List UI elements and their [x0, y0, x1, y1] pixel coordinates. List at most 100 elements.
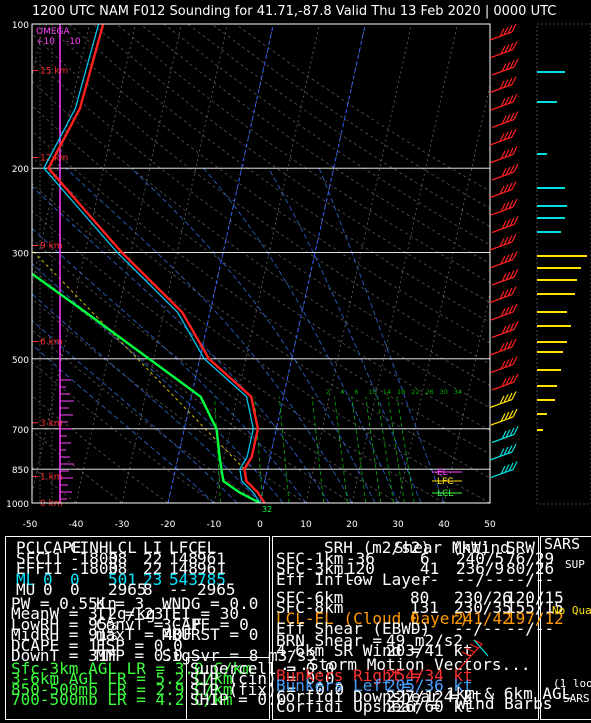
mixing-ratio-label: 26 [425, 388, 433, 396]
wind-barb-flag [469, 643, 479, 649]
wind-barb-flag [499, 395, 505, 405]
kinematic-cell: 155/15 [506, 598, 564, 618]
parcel-table-cell: 11 [43, 549, 63, 568]
grid-lines [32, 24, 490, 503]
wind-barb-flag [509, 427, 515, 437]
parcel-table-cell: ML [16, 569, 36, 589]
wind-barb-flag [507, 235, 513, 244]
wind-barb-flag [499, 290, 505, 300]
wind-barbs [489, 23, 519, 479]
height-label: 9 km [40, 241, 63, 251]
parcel-table-header: LI [143, 538, 163, 557]
wind-barb-flag [512, 251, 518, 260]
moist-adiabat [65, 167, 353, 503]
moist-adiabat [32, 262, 284, 503]
wind-barb-flag [499, 448, 505, 457]
sars-loose: (1 loos [553, 677, 591, 690]
lapse-rate: 850-500mb LR = 2.9 C/km [11, 679, 233, 699]
wind-barb-flag [499, 343, 505, 352]
parcel-table-cell: 148 [169, 549, 198, 568]
thermo-index: K = 3 [96, 594, 145, 613]
wind-barb-flag [508, 42, 514, 52]
kinematic-cell: LCL-EL (Cloud Layer) [276, 608, 469, 628]
wind-barb-flag [503, 341, 509, 351]
mixing-ratio-line [377, 396, 394, 503]
parcel-table-header: LFC [169, 538, 198, 557]
wind-barb-flag [509, 375, 515, 384]
parcel-table-cell: -1800 [70, 559, 119, 579]
dry-adiabat [235, 24, 490, 192]
parcel-table-cell: -- [169, 580, 189, 600]
sars-panel [540, 536, 591, 720]
parcel-table-cell: 961 [197, 549, 226, 568]
wind-barb-flag [513, 426, 519, 435]
mixing-ratio-line [387, 396, 405, 503]
wind-barb-flag [501, 168, 507, 177]
dry-adiabat [32, 268, 353, 503]
wind-barb-flag [508, 252, 514, 262]
mixing-ratio-line [311, 396, 325, 503]
thermo-index: MMP = 0.0 [96, 646, 183, 665]
mixing-ratio-label: 6 [354, 388, 358, 396]
sr-wind-label: 4-6km SR Wind = [276, 641, 421, 660]
parcel-table-cell: 38 [108, 549, 128, 568]
omega-label: OMEGA [36, 27, 71, 37]
temperature-tick-label: 10 [300, 520, 312, 530]
wind-barb-flag [501, 325, 507, 335]
wind-barb-flag [500, 360, 506, 370]
parcel-table-cell: 0 [43, 580, 53, 600]
temperature-tick-label: 0 [257, 520, 263, 530]
thermo-index: SigSvr = 8 m3/s3 [162, 646, 317, 665]
storm-vector-value: 226/60 kt [386, 697, 473, 717]
temperature-trace [47, 24, 266, 503]
wind-barb-flag [513, 58, 519, 68]
barb-caption: Wind Barbs [456, 694, 553, 713]
kinematic-header: SRH (m2/s2) [324, 538, 430, 557]
wind-barb-flag [513, 111, 519, 120]
thermo-index: ESP = 0.0 [96, 635, 183, 655]
height-label: 0 km [40, 499, 63, 509]
moist-adiabat [268, 167, 422, 503]
mixing-ratio-labels: 2 4 6 10 14 18 22 26 30 34 [326, 388, 462, 396]
sars-footer: SARS [563, 692, 590, 705]
dry-adiabat [32, 56, 490, 387]
wind-barb-flag [511, 23, 517, 33]
wind-barb-flag [504, 306, 510, 316]
thermo-index: maxT = 40F [96, 625, 193, 645]
wind-barb-flag [508, 200, 514, 209]
parcel-table-cell: 543 [169, 569, 198, 589]
mixing-ratio-label: 14 [383, 388, 391, 396]
kinematic-cell: SFC-3km [276, 559, 344, 579]
wind-barb-flag [503, 446, 509, 456]
temperature-tick-label: 50 [484, 520, 496, 530]
mixing-ratio-line [365, 396, 382, 503]
storm-vector-label: Bunkers Left = [276, 676, 411, 696]
wind-barb-flag [507, 287, 513, 297]
wind-barb-flag [500, 203, 506, 212]
wind-barb-flag [508, 357, 514, 367]
wind-barb-flag [505, 61, 511, 71]
composite-panel [186, 657, 270, 720]
wind-barb-flag [512, 461, 518, 470]
wind-barb-flag [511, 233, 517, 243]
kinematic-cell: Eff Inflow Layer [276, 569, 431, 589]
isotherm [351, 24, 458, 503]
wind-barb-flag [501, 430, 507, 440]
wind-barb-flag [512, 303, 518, 313]
kinematic-cell: --/-- [506, 619, 555, 639]
wind-barb-flag [501, 63, 507, 72]
wind-barb-flag [504, 44, 510, 53]
wind-barb-flag [507, 445, 513, 454]
parcel-table-cell: 0 [70, 569, 80, 589]
mixing-ratio-line [254, 396, 264, 503]
wind-barb-flag [508, 95, 514, 104]
parcel-table-cell: MU [16, 580, 36, 600]
wind-barb-flag [500, 308, 506, 317]
wind-barb-flag [503, 184, 509, 193]
isotherm [305, 24, 412, 503]
wind-barb [473, 639, 489, 657]
kinematic-cell: --/-- [506, 569, 555, 589]
wind-barb-flag [511, 181, 517, 190]
wind-barb-flag [511, 391, 517, 400]
mixing-ratio-line [278, 396, 290, 503]
